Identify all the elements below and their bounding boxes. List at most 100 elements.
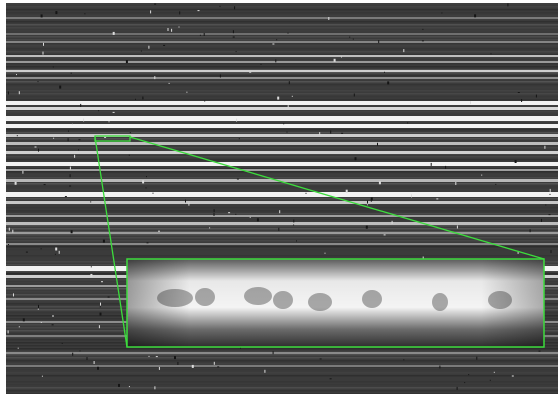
noise-speck [69, 174, 71, 178]
faint-stripe [6, 141, 558, 143]
noise-speck [493, 371, 495, 373]
noise-speck [468, 374, 470, 376]
spectral-line [6, 107, 558, 110]
faint-stripe [6, 183, 558, 185]
faint-stripe [6, 30, 558, 32]
noise-speck [43, 184, 46, 186]
noise-speck [108, 121, 110, 123]
spectral-line [6, 162, 558, 166]
faint-stripe [6, 363, 558, 365]
noise-speck [264, 369, 266, 373]
faint-stripe [6, 393, 558, 394]
noise-speck [98, 110, 100, 112]
noise-speck [38, 304, 39, 308]
noise-speck [549, 193, 551, 195]
noise-speck [383, 234, 386, 236]
noise-speck [93, 361, 95, 364]
noise-speck [142, 180, 145, 184]
noise-speck [177, 361, 179, 365]
faint-stripe [6, 249, 558, 251]
faint-stripe [6, 111, 558, 113]
noise-speck [154, 3, 157, 5]
noise-speck [411, 194, 412, 198]
noise-speck [140, 50, 142, 52]
noise-speck [228, 212, 231, 214]
faint-stripe [6, 132, 558, 134]
noise-speck [155, 356, 158, 358]
noise-speck [421, 40, 424, 42]
noise-speck [319, 358, 322, 360]
noise-speck [517, 92, 520, 93]
noise-speck [305, 192, 307, 194]
noise-speck [135, 98, 136, 100]
faint-stripe [6, 255, 558, 257]
noise-speck [34, 146, 37, 148]
noise-speck [12, 229, 14, 233]
noise-speck [129, 132, 131, 134]
faint-stripe [6, 384, 558, 386]
noise-speck [84, 13, 86, 15]
faint-stripe [6, 174, 558, 176]
spectral-line [6, 33, 558, 35]
spectral-line [6, 124, 558, 128]
spectral-line [6, 222, 558, 225]
noise-speck [22, 170, 24, 174]
noise-speck [79, 350, 81, 352]
faint-stripe [6, 15, 558, 17]
noise-speck [377, 142, 378, 146]
spectral-line [6, 243, 558, 245]
connector-line-right [129, 136, 545, 260]
noise-speck [407, 122, 409, 124]
faint-stripe [6, 75, 558, 77]
noise-speck [83, 118, 85, 122]
noise-speck [278, 227, 280, 231]
noise-speck [22, 318, 25, 322]
faint-stripe [6, 60, 558, 62]
faint-stripe [6, 51, 558, 53]
noise-speck [17, 347, 19, 349]
noise-speck [186, 91, 188, 93]
noise-speck [341, 56, 342, 58]
noise-speck [142, 96, 144, 100]
noise-speck [70, 72, 72, 74]
noise-speck [354, 157, 357, 161]
faint-stripe [6, 6, 558, 8]
noise-speck [476, 356, 478, 360]
faint-stripe [6, 156, 558, 158]
noise-speck [37, 308, 39, 310]
noise-speck [55, 11, 58, 15]
faint-stripe [6, 9, 558, 11]
noise-speck [197, 10, 200, 12]
noise-speck [481, 174, 483, 176]
noise-speck [78, 149, 79, 151]
faint-stripe [6, 150, 558, 152]
spectral-line [6, 352, 558, 354]
noise-speck [256, 218, 259, 222]
connector-line-left [94, 136, 128, 348]
faint-stripe [6, 348, 558, 350]
noise-speck [99, 312, 102, 316]
faint-stripe [6, 219, 558, 221]
faint-stripe [6, 237, 558, 239]
noise-speck [118, 383, 120, 387]
noise-speck [217, 366, 220, 368]
noise-speck [549, 188, 551, 192]
zoomed-inset [126, 258, 545, 348]
noise-speck [97, 366, 99, 370]
noise-speck [16, 135, 18, 137]
noise-speck [90, 273, 93, 277]
noise-speck [272, 351, 274, 355]
noise-speck [456, 386, 458, 390]
faint-stripe [6, 225, 558, 227]
noise-speck [78, 139, 81, 141]
faint-stripe [6, 99, 558, 101]
noise-speck [7, 330, 9, 334]
noise-speck [550, 250, 552, 254]
noise-speck [90, 201, 92, 203]
noise-speck [330, 130, 332, 134]
faint-stripe [6, 129, 558, 131]
noise-speck [40, 322, 42, 323]
noise-speck [287, 32, 289, 34]
